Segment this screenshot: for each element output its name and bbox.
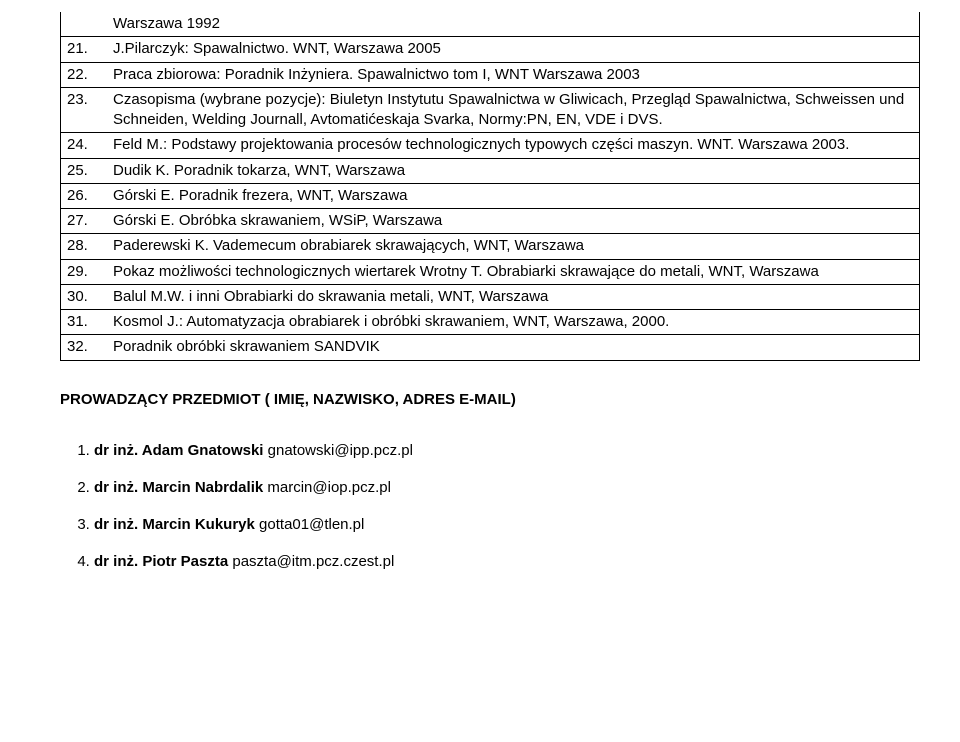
table-row: 32.Poradnik obróbki skrawaniem SANDVIK	[61, 335, 920, 360]
row-text: Górski E. Poradnik frezera, WNT, Warszaw…	[107, 183, 920, 208]
table-row: 23.Czasopisma (wybrane pozycje): Biulety…	[61, 87, 920, 133]
row-text: J.Pilarczyk: Spawalnictwo. WNT, Warszawa…	[107, 37, 920, 62]
instructor-name: dr inż. Adam Gnatowski	[94, 442, 268, 459]
table-row: 27.Górski E. Obróbka skrawaniem, WSiP, W…	[61, 209, 920, 234]
list-item: dr inż. Adam Gnatowski gnatowski@ipp.pcz…	[94, 432, 920, 469]
row-number: 28.	[61, 234, 108, 259]
row-number: 21.	[61, 37, 108, 62]
table-row: 30.Balul M.W. i inni Obrabiarki do skraw…	[61, 284, 920, 309]
instructor-email: gnatowski@ipp.pcz.pl	[268, 442, 413, 459]
row-text: Kosmol J.: Automatyzacja obrabiarek i ob…	[107, 310, 920, 335]
table-row: 22.Praca zbiorowa: Poradnik Inżyniera. S…	[61, 62, 920, 87]
table-row: 29.Pokaz możliwości technologicznych wie…	[61, 259, 920, 284]
row-text: Praca zbiorowa: Poradnik Inżyniera. Spaw…	[107, 62, 920, 87]
row-text: Poradnik obróbki skrawaniem SANDVIK	[107, 335, 920, 360]
table-row: Warszawa 1992	[61, 12, 920, 37]
list-item: dr inż. Marcin Kukuryk gotta01@tlen.pl	[94, 506, 920, 543]
row-text: Dudik K. Poradnik tokarza, WNT, Warszawa	[107, 158, 920, 183]
row-number: 29.	[61, 259, 108, 284]
row-text: Górski E. Obróbka skrawaniem, WSiP, Wars…	[107, 209, 920, 234]
row-number: 23.	[61, 87, 108, 133]
row-text: Feld M.: Podstawy projektowania procesów…	[107, 133, 920, 158]
instructor-name: dr inż. Marcin Kukuryk	[94, 516, 259, 533]
table-row: 26.Górski E. Poradnik frezera, WNT, Wars…	[61, 183, 920, 208]
section-title: PROWADZĄCY PRZEDMIOT ( IMIĘ, NAZWISKO, A…	[60, 391, 920, 408]
row-number: 27.	[61, 209, 108, 234]
instructor-email: marcin@iop.pcz.pl	[267, 479, 391, 496]
bibliography-table: Warszawa 199221.J.Pilarczyk: Spawalnictw…	[60, 12, 920, 361]
table-row: 24.Feld M.: Podstawy projektowania proce…	[61, 133, 920, 158]
row-number: 32.	[61, 335, 108, 360]
row-text: Warszawa 1992	[107, 12, 920, 37]
table-row: 28.Paderewski K. Vademecum obrabiarek sk…	[61, 234, 920, 259]
row-number: 30.	[61, 284, 108, 309]
row-number: 31.	[61, 310, 108, 335]
table-row: 21.J.Pilarczyk: Spawalnictwo. WNT, Warsz…	[61, 37, 920, 62]
instructors-list: dr inż. Adam Gnatowski gnatowski@ipp.pcz…	[60, 432, 920, 580]
row-number: 22.	[61, 62, 108, 87]
instructor-email: paszta@itm.pcz.czest.pl	[232, 553, 394, 570]
instructor-name: dr inż. Piotr Paszta	[94, 553, 232, 570]
list-item: dr inż. Marcin Nabrdalik marcin@iop.pcz.…	[94, 469, 920, 506]
row-number	[61, 12, 108, 37]
table-row: 31.Kosmol J.: Automatyzacja obrabiarek i…	[61, 310, 920, 335]
instructor-name: dr inż. Marcin Nabrdalik	[94, 479, 267, 496]
row-text: Paderewski K. Vademecum obrabiarek skraw…	[107, 234, 920, 259]
row-text: Pokaz możliwości technologicznych wierta…	[107, 259, 920, 284]
row-number: 24.	[61, 133, 108, 158]
row-text: Czasopisma (wybrane pozycje): Biuletyn I…	[107, 87, 920, 133]
table-row: 25.Dudik K. Poradnik tokarza, WNT, Warsz…	[61, 158, 920, 183]
row-text: Balul M.W. i inni Obrabiarki do skrawani…	[107, 284, 920, 309]
row-number: 26.	[61, 183, 108, 208]
document-page: Warszawa 199221.J.Pilarczyk: Spawalnictw…	[0, 0, 960, 742]
row-number: 25.	[61, 158, 108, 183]
list-item: dr inż. Piotr Paszta paszta@itm.pcz.czes…	[94, 543, 920, 580]
instructor-email: gotta01@tlen.pl	[259, 516, 364, 533]
